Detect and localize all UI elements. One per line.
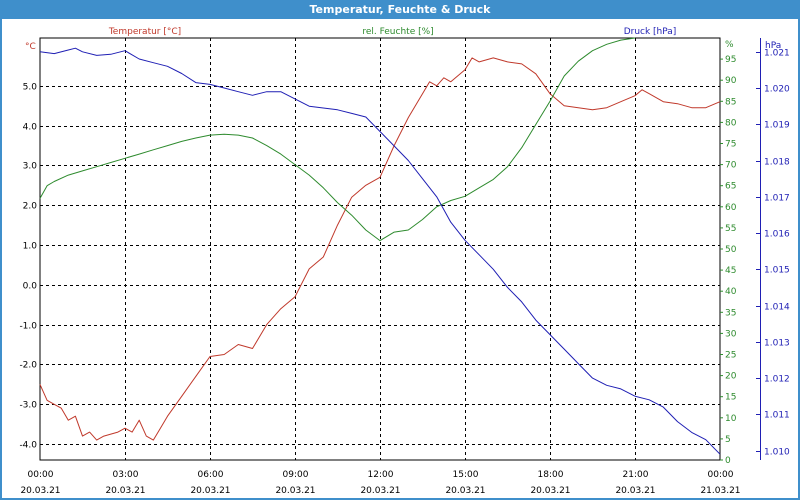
frame-bottom: [0, 498, 800, 500]
y-tick-humidity: 40: [725, 287, 737, 297]
y-tick-humidity: 15: [725, 393, 736, 403]
y-tick-humidity: 75: [725, 140, 736, 150]
y-tick-humidity: 85: [725, 97, 736, 107]
y-tick-pressure: 1.017: [764, 194, 790, 204]
x-tick-date: 20.03.21: [275, 486, 315, 496]
y-tick-humidity: 80: [725, 118, 737, 128]
y-tick-temperature: -4.0: [19, 441, 37, 451]
y-tick-pressure: 1.019: [764, 121, 790, 131]
y-tick-humidity: 45: [725, 266, 736, 276]
x-tick-time: 12:00: [368, 470, 394, 480]
series-line-temperature: [39, 57, 721, 441]
x-tick-date: 20.03.21: [360, 486, 400, 496]
y-tick-temperature: 4.0: [23, 123, 38, 133]
x-tick-date: 20.03.21: [615, 486, 655, 496]
y-tick-pressure: 1.021: [764, 49, 790, 59]
x-tick-time: 00:00: [28, 470, 54, 480]
x-tick-time: 03:00: [113, 470, 139, 480]
y-tick-humidity: 95: [725, 55, 736, 65]
x-tick-time: 18:00: [538, 470, 564, 480]
temperature-unit-label: °C: [25, 42, 36, 52]
y-tick-pressure: 1.010: [764, 448, 790, 458]
x-tick-date: 20.03.21: [190, 486, 230, 496]
y-tick-humidity: 55: [725, 224, 736, 234]
y-tick-humidity: 70: [725, 161, 737, 171]
y-tick-temperature: 2.0: [23, 202, 38, 212]
frame-left: [0, 19, 2, 500]
x-tick-time: 00:00: [708, 470, 734, 480]
y-tick-humidity: 0: [725, 456, 731, 466]
y-tick-humidity: 60: [725, 203, 737, 213]
y-tick-pressure: 1.020: [764, 85, 790, 95]
y-tick-humidity: 50: [725, 245, 737, 255]
pressure-unit-label: hPa: [765, 41, 781, 51]
y-tick-temperature: -2.0: [19, 361, 37, 371]
y-tick-pressure: 1.018: [764, 158, 790, 168]
temperature-axis-title: Temperatur [°C]: [108, 27, 181, 37]
pressure-axis-title: Druck [hPa]: [624, 27, 677, 37]
y-tick-humidity: 35: [725, 308, 736, 318]
y-tick-humidity: 30: [725, 329, 737, 339]
series-line-humidity: [39, 37, 636, 242]
y-tick-pressure: 1.014: [764, 303, 790, 313]
x-tick-date: 20.03.21: [445, 486, 485, 496]
x-tick-time: 06:00: [198, 470, 224, 480]
y-tick-pressure: 1.015: [764, 266, 790, 276]
y-tick-humidity: 5: [725, 435, 731, 445]
y-tick-pressure: 1.011: [764, 411, 790, 421]
x-tick-time: 09:00: [283, 470, 309, 480]
y-tick-pressure: 1.012: [764, 375, 790, 385]
y-tick-temperature: -1.0: [19, 322, 37, 332]
frame-right: [798, 19, 800, 500]
x-tick-time: 21:00: [623, 470, 649, 480]
y-tick-temperature: -3.0: [19, 401, 37, 411]
x-tick-time: 15:00: [453, 470, 479, 480]
x-tick-date: 20.03.21: [20, 486, 60, 496]
y-tick-pressure: 1.013: [764, 339, 790, 349]
y-tick-humidity: 10: [725, 414, 737, 424]
y-tick-temperature: 0.0: [23, 282, 38, 292]
humidity-unit-label: %: [725, 40, 734, 50]
title-bar: Temperatur, Feuchte & Druck: [0, 0, 800, 19]
x-tick-date: 21.03.21: [700, 486, 740, 496]
y-tick-temperature: 5.0: [23, 83, 38, 93]
y-tick-humidity: 20: [725, 372, 737, 382]
x-tick-date: 20.03.21: [105, 486, 145, 496]
y-tick-humidity: 65: [725, 182, 736, 192]
y-tick-temperature: 1.0: [23, 242, 38, 252]
y-tick-humidity: 25: [725, 351, 736, 361]
y-tick-pressure: 1.016: [764, 230, 790, 240]
y-tick-temperature: 3.0: [23, 162, 38, 172]
humidity-axis-title: rel. Feuchte [%]: [362, 27, 433, 37]
window-title: Temperatur, Feuchte & Druck: [309, 3, 491, 16]
y-tick-humidity: 90: [725, 76, 737, 86]
series-line-pressure: [39, 47, 721, 455]
x-tick-date: 20.03.21: [530, 486, 570, 496]
